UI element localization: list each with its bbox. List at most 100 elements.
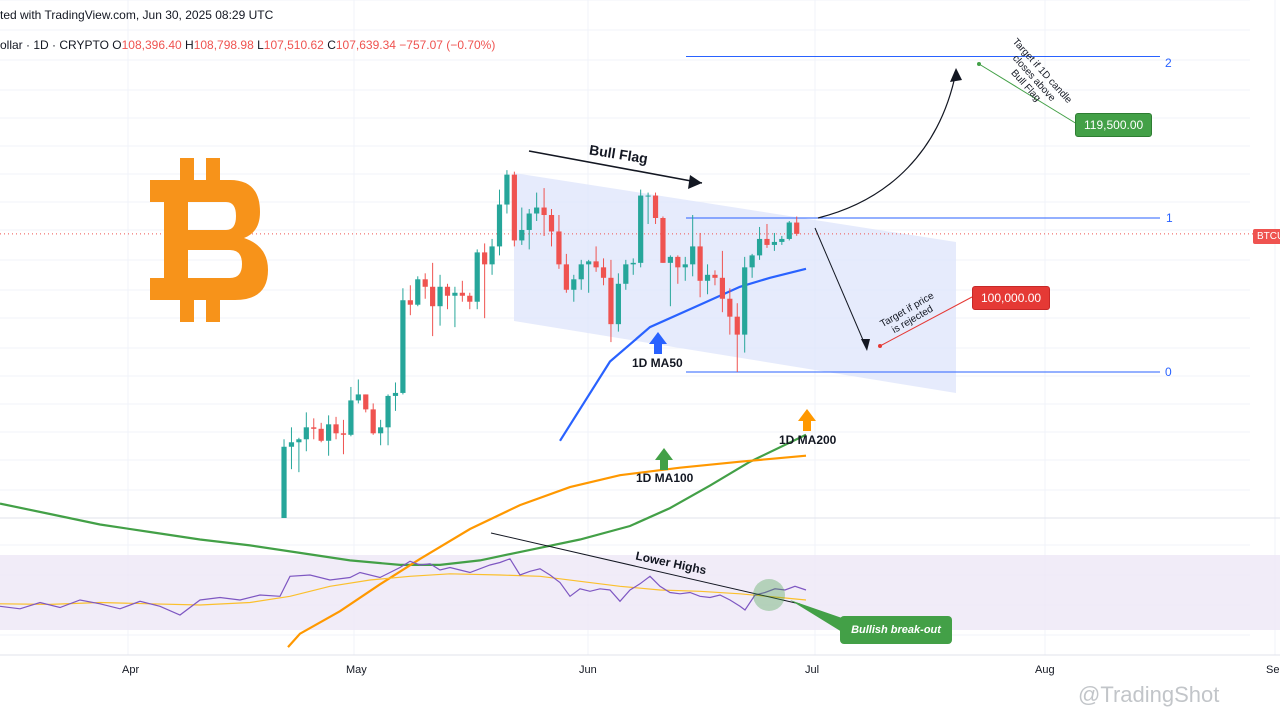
target-up-price-badge: 119,500.00 xyxy=(1075,113,1153,137)
candle-body xyxy=(363,394,369,410)
bull-flag-arrow-line xyxy=(528,150,703,184)
bullish-breakout-badge: Bullish break-out xyxy=(840,616,952,644)
candle-body xyxy=(615,283,621,325)
candle-body xyxy=(444,286,451,296)
candle-body xyxy=(727,298,733,317)
ma50-arrow-icon xyxy=(649,332,667,354)
candle-body xyxy=(437,286,443,307)
candle-body xyxy=(459,292,465,296)
ma200-line xyxy=(287,454,807,648)
candle-body xyxy=(756,238,763,256)
target-up-connector xyxy=(978,63,1078,125)
candle-body xyxy=(652,195,659,218)
bull-flag-channel-fill xyxy=(514,173,956,393)
candle-body xyxy=(548,215,555,232)
candle-body xyxy=(474,252,480,302)
candle-body xyxy=(370,409,376,434)
candle-body xyxy=(660,218,666,263)
ma200-arrow-icon xyxy=(798,409,816,431)
candle-body xyxy=(541,207,547,216)
candle-body xyxy=(526,213,532,230)
candle-body xyxy=(638,195,644,263)
header-published: ted with TradingView.com, Jun 30, 2025 0… xyxy=(0,8,274,22)
candle-body xyxy=(489,246,495,265)
tick-apr: Apr xyxy=(122,664,140,676)
candle-body xyxy=(378,427,384,434)
target-down-arrow-head xyxy=(861,339,870,351)
candle-body xyxy=(645,195,651,197)
rsi-band xyxy=(0,555,1280,630)
candle-body xyxy=(467,295,473,302)
candle-body xyxy=(734,316,740,335)
fib-label-2: 2 xyxy=(1165,56,1172,70)
open-value: 108,396.40 xyxy=(121,38,182,52)
rsi-ma-line xyxy=(0,573,807,606)
candle-body xyxy=(712,274,718,278)
candle-body xyxy=(288,442,295,447)
candle-body xyxy=(771,241,778,245)
candle-body xyxy=(504,174,510,205)
candle-body xyxy=(749,255,755,268)
symbol-label[interactable]: ollar · 1D · CRYPTO xyxy=(0,38,109,52)
target-up-dot xyxy=(977,62,981,66)
lower-highs-line xyxy=(490,532,801,605)
candle-body xyxy=(340,433,347,435)
candle-body xyxy=(430,286,436,307)
tick-may: May xyxy=(346,664,367,676)
tick-jul: Jul xyxy=(805,664,820,676)
candle-body xyxy=(311,427,317,429)
candle-body xyxy=(593,261,599,268)
annotation-drawings xyxy=(490,62,1078,632)
candle-body xyxy=(608,277,614,325)
ma50-line xyxy=(559,267,807,442)
fib-label-0: 0 xyxy=(1165,365,1172,379)
candle-body xyxy=(682,264,688,268)
candle-body xyxy=(348,400,354,435)
watermark: @TradingShot xyxy=(1078,682,1220,707)
candle-body xyxy=(697,246,703,281)
candle-body xyxy=(452,292,458,296)
candle-body xyxy=(385,395,391,428)
candle-body xyxy=(600,267,607,278)
rsi-lines xyxy=(0,558,807,616)
target-up-curve xyxy=(817,71,957,219)
change-value: −757.07 (−0.70%) xyxy=(399,38,496,52)
candles xyxy=(281,170,800,518)
candle-body xyxy=(794,222,800,234)
candle-body xyxy=(571,279,577,290)
candle-body xyxy=(534,207,540,214)
bull-flag-channel xyxy=(514,150,956,393)
high-value: 108,798.98 xyxy=(193,38,254,52)
candle-body xyxy=(355,394,361,401)
candle-body xyxy=(786,222,792,239)
low-value: 107,510.62 xyxy=(263,38,324,52)
candle-body xyxy=(496,204,503,247)
candle-body xyxy=(586,261,592,265)
breakout-pointer xyxy=(790,600,842,632)
candle-body xyxy=(318,428,324,441)
rsi-panel xyxy=(0,555,1280,630)
tick-sep: Se xyxy=(1266,664,1280,676)
candle-body xyxy=(511,174,517,241)
candle-body xyxy=(764,238,770,245)
candle-body xyxy=(407,300,413,305)
candle-body xyxy=(667,256,673,263)
candle-body xyxy=(690,246,696,265)
target-down-price-badge: 100,000.00 xyxy=(972,286,1051,310)
ma100-label: 1D MA100 xyxy=(636,471,694,485)
candle-body xyxy=(392,392,399,396)
candle-body xyxy=(482,252,488,265)
candle-body xyxy=(623,264,629,284)
candle-body xyxy=(742,267,748,335)
candle-body xyxy=(281,446,287,518)
tick-aug: Aug xyxy=(1035,664,1055,676)
candle-body xyxy=(422,279,428,287)
bitcoin-logo-icon xyxy=(140,150,280,335)
candle-body xyxy=(303,427,309,440)
candle-body xyxy=(415,279,421,305)
close-value: 107,639.34 xyxy=(335,38,396,52)
candle-body xyxy=(326,424,332,441)
candle-body xyxy=(578,264,584,280)
